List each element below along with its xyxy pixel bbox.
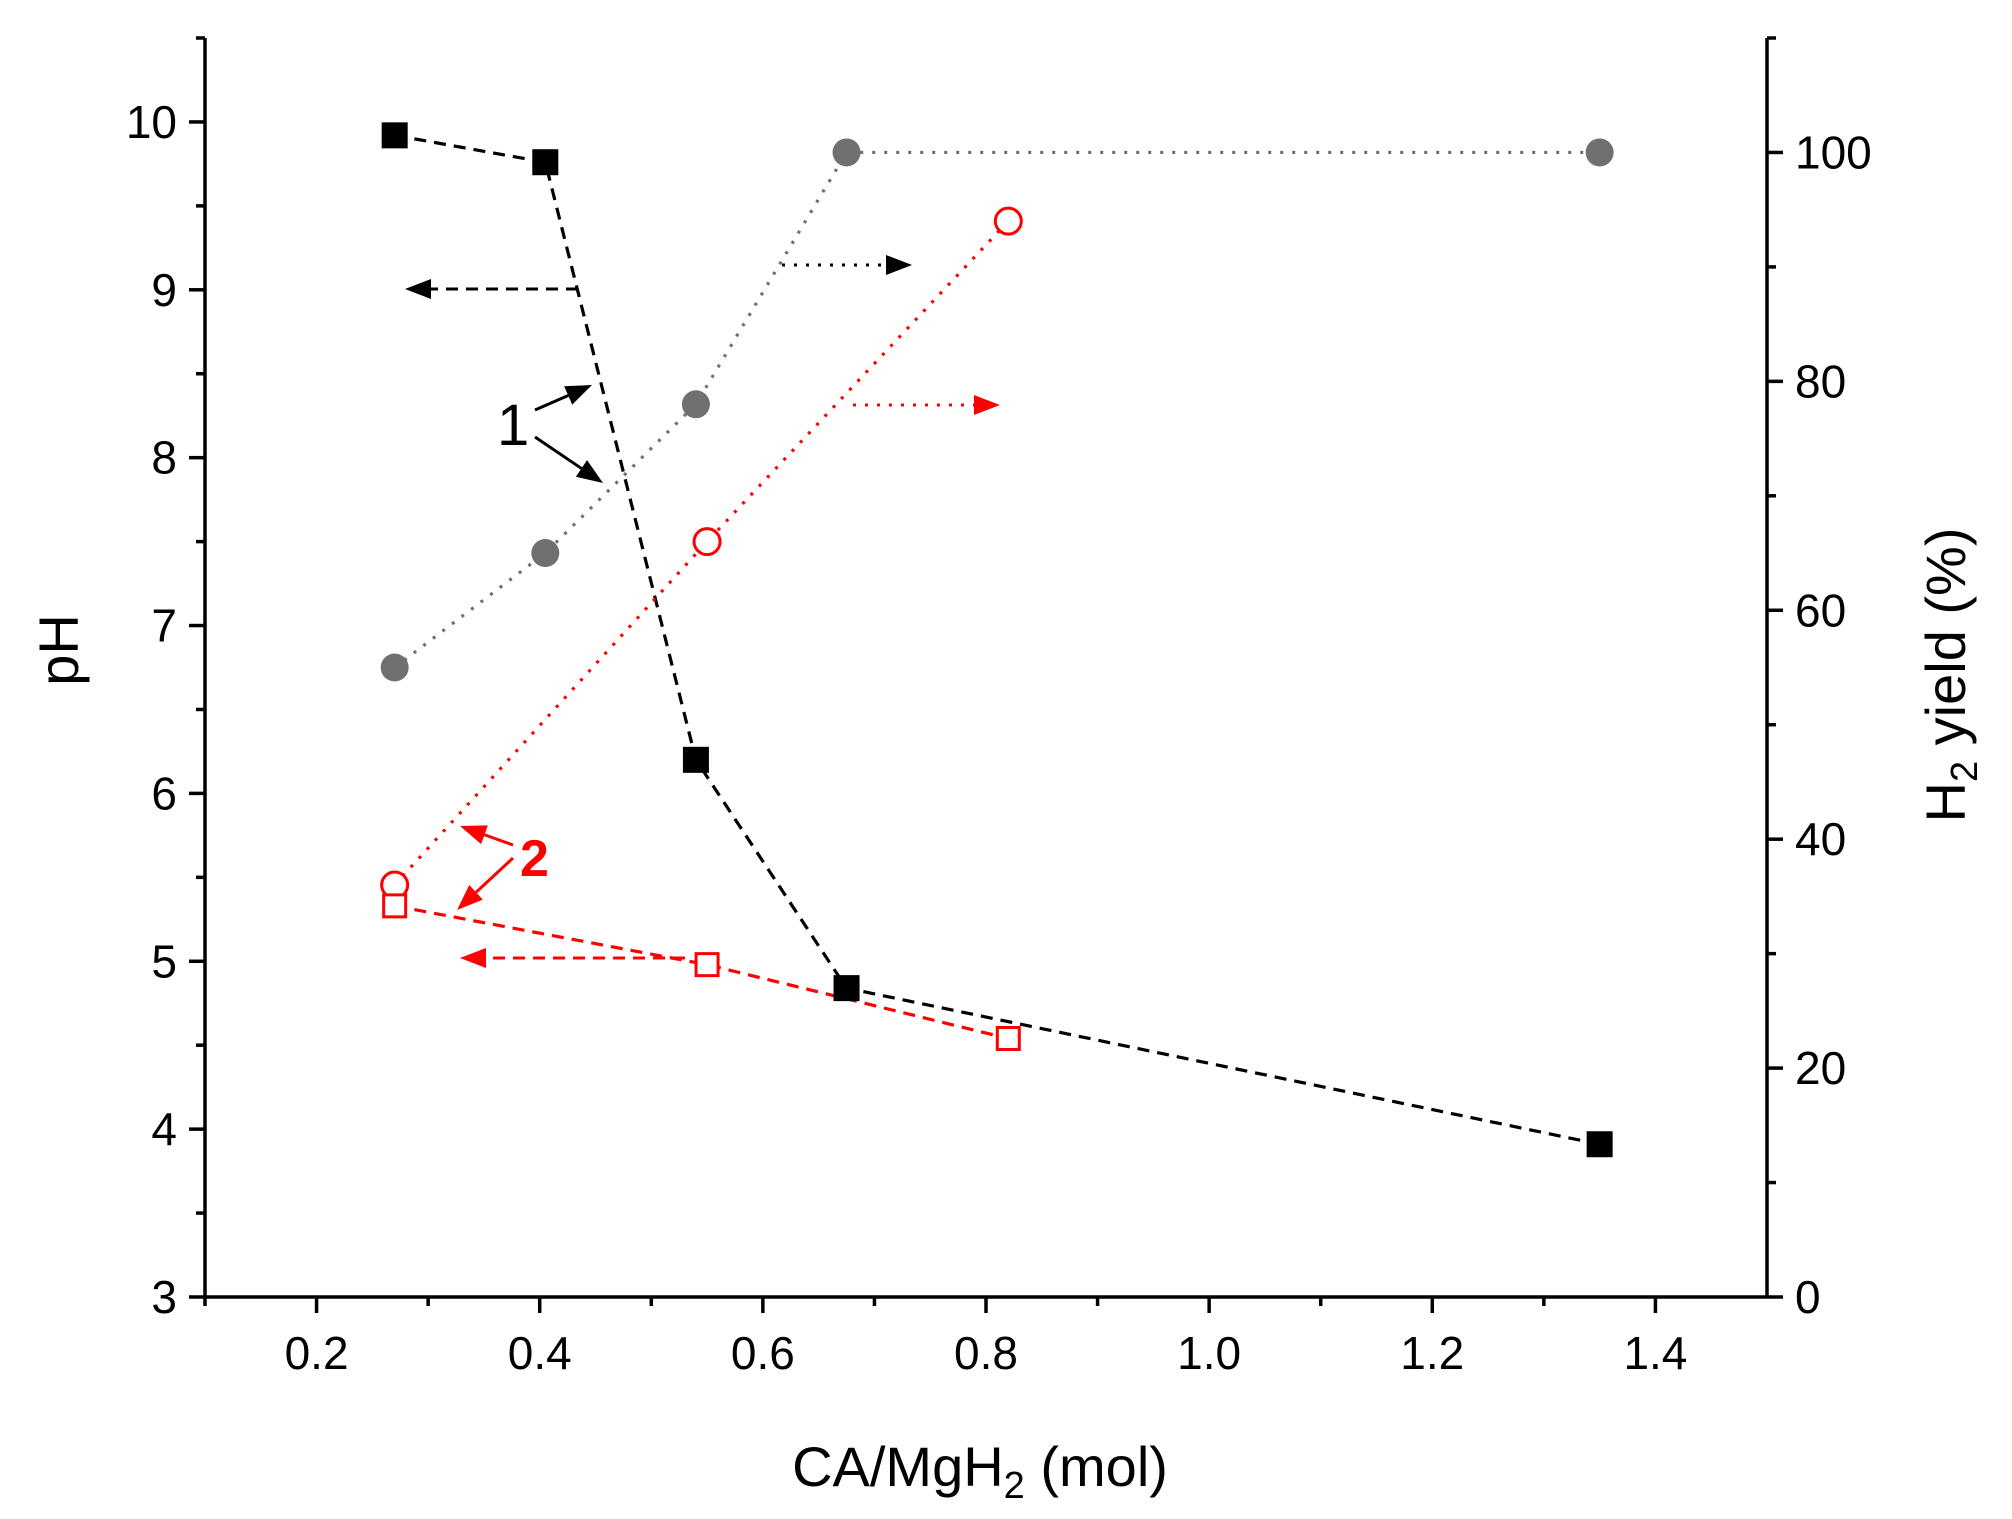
right-y-tick-label: 20 — [1795, 1042, 1846, 1094]
left-y-tick-label: 6 — [151, 767, 177, 819]
x-tick-label: 0.4 — [508, 1327, 572, 1379]
x-tick-label: 0.2 — [285, 1327, 349, 1379]
arrow-to-left-axis-2-head — [460, 948, 486, 968]
data-point — [833, 975, 860, 1002]
data-point — [380, 653, 409, 682]
data-point — [531, 539, 560, 568]
data-point — [692, 527, 722, 557]
x-axis-title-tail: (mol) — [1025, 1435, 1168, 1498]
axes-layer: 0.2 0.4 0.6 0.8 1.0 1.2 1.43456789100204060801… — [126, 36, 1872, 1379]
x-tick-label: 1.4 — [1623, 1327, 1687, 1379]
data-point — [681, 390, 710, 419]
left-y-tick-label: 9 — [151, 264, 177, 316]
data-point — [382, 893, 408, 919]
x-tick-label: 0.6 — [731, 1327, 795, 1379]
data-point — [381, 122, 408, 149]
arrow-to-right-axis-1-head — [886, 255, 912, 275]
arrow-to-left-axis-1-head — [405, 279, 431, 299]
x-axis-title-main: CA/MgH — [792, 1435, 1004, 1498]
right-y-tick-label: 100 — [1795, 126, 1872, 178]
annotation-label-1: 1 — [497, 393, 529, 458]
data-point — [832, 138, 861, 167]
x-tick-label: 1.0 — [1177, 1327, 1241, 1379]
x-tick-label: 0.8 — [954, 1327, 1018, 1379]
pointer-1b-head — [575, 460, 603, 483]
left-y-tick-label: 10 — [126, 96, 177, 148]
right-y-tick-label: 40 — [1795, 813, 1846, 865]
right-y-axis-title: H2 yield (%) — [1914, 528, 1986, 823]
right-y-axis-title-main: H — [1914, 782, 1977, 822]
left-y-tick-label: 7 — [151, 600, 177, 652]
pointer-2a-head — [460, 825, 488, 845]
pointer-2a-line — [483, 833, 514, 847]
data-point — [993, 206, 1023, 236]
data-point — [694, 952, 720, 978]
right-y-tick-label: 0 — [1795, 1271, 1821, 1323]
series-line-3 — [393, 220, 1010, 887]
data-point — [995, 1025, 1021, 1051]
pointer-1a-head — [564, 385, 592, 405]
pointer-1a-line — [534, 394, 569, 412]
annotation-arrows-layer — [405, 255, 1000, 968]
data-point — [1585, 138, 1614, 167]
right-y-tick-label: 80 — [1795, 355, 1846, 407]
x-axis-title: CA/MgH2 (mol) — [792, 1435, 1168, 1507]
series-line-4 — [394, 904, 1009, 1041]
left-y-tick-label: 5 — [151, 935, 177, 987]
x-axis-title-subscript: 2 — [1004, 1465, 1025, 1507]
x-tick-label: 1.2 — [1400, 1327, 1464, 1379]
arrow-to-right-axis-2-head — [974, 395, 1000, 415]
right-y-axis-title-subscript: 2 — [1944, 761, 1986, 782]
left-y-tick-label: 4 — [151, 1103, 177, 1155]
left-y-axis-title: pH — [27, 614, 90, 686]
pointer-1b-line — [534, 435, 583, 470]
left-y-tick-label: 8 — [151, 432, 177, 484]
data-point — [682, 746, 709, 773]
right-y-tick-label: 60 — [1795, 584, 1846, 636]
right-y-axis-title-tail: yield (%) — [1914, 528, 1977, 761]
series-markers-layer — [380, 122, 1614, 1158]
left-y-tick-label: 3 — [151, 1271, 177, 1323]
pointer-2b-line — [475, 856, 515, 894]
data-point — [532, 149, 559, 176]
annotation-label-2: 2 — [520, 830, 549, 888]
pointer-2b-head — [457, 884, 483, 910]
data-point — [1586, 1131, 1613, 1158]
